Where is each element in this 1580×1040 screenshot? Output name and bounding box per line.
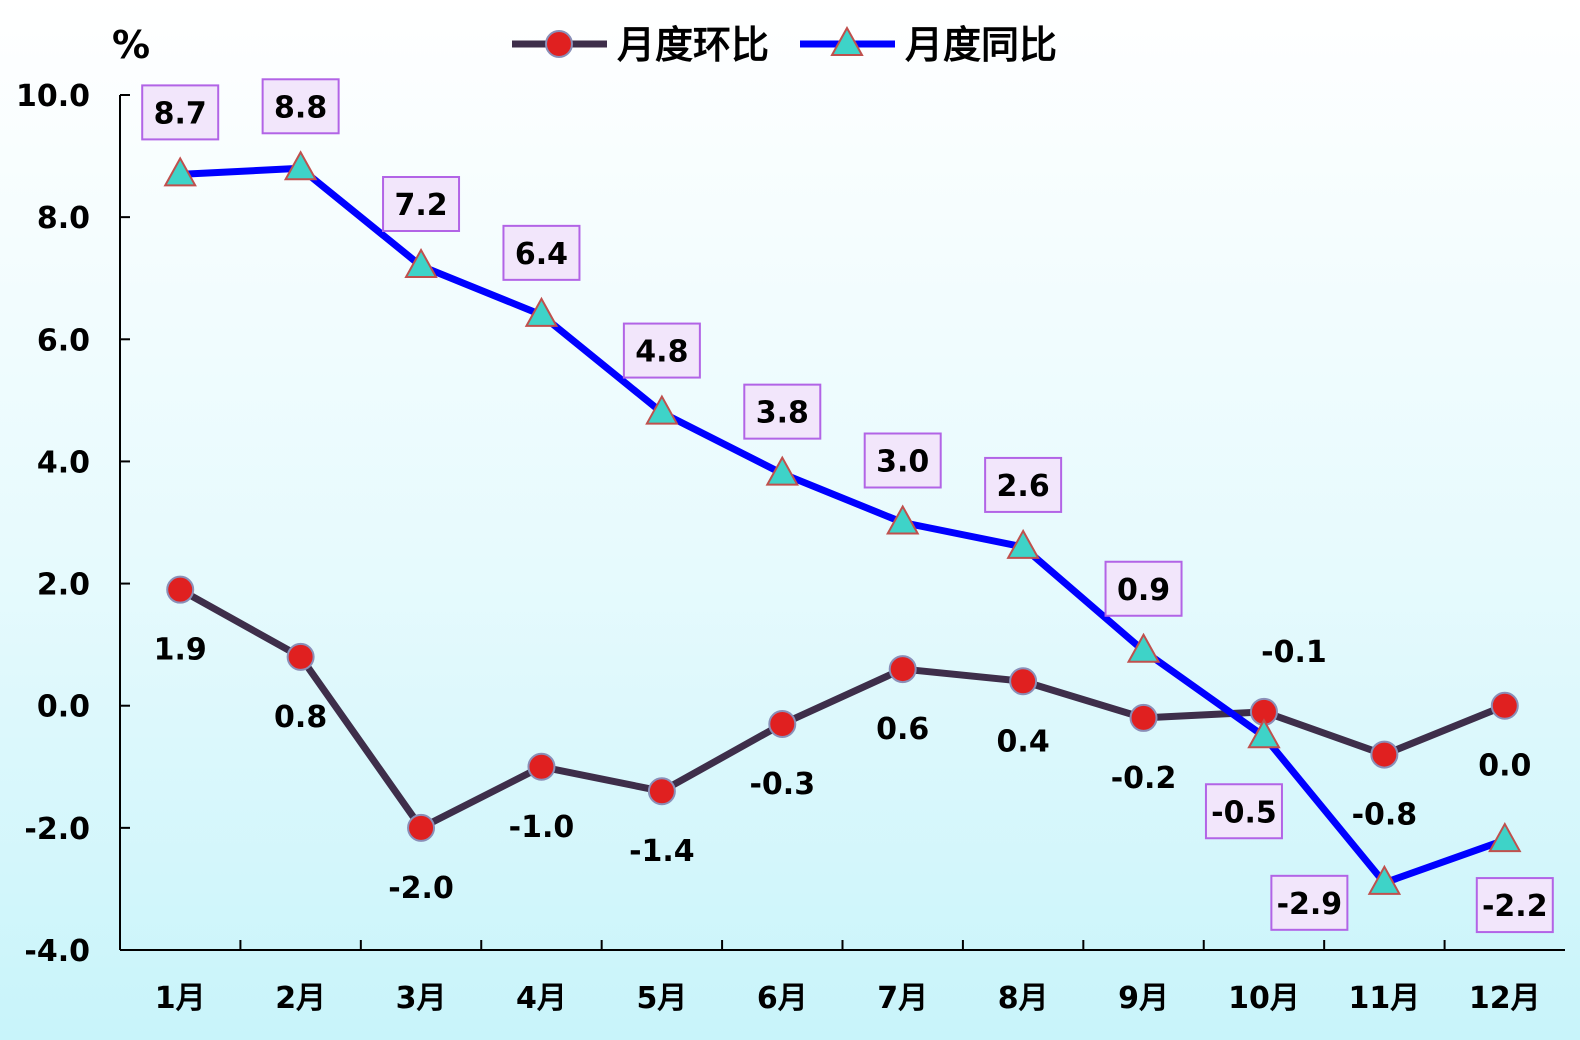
data-label: 0.0 [1478,749,1531,784]
data-label-box [382,176,461,232]
data-label-box [743,383,822,440]
x-tick-label: 5月 [636,981,687,1016]
data-label-box [622,322,701,379]
x-tick-label: 11月 [1349,981,1421,1016]
data-point [404,247,438,278]
x-tick-label: 12月 [1469,981,1541,1016]
data-label: 2.6 [997,469,1050,504]
data-labels: 1.9 0.8 -2.0 -1.0 -1.4 -0.3 0.6 0.4 -0.2 -0.1 -0.8… [141,78,1554,934]
data-point [1247,718,1281,749]
data-label: 1.9 [154,633,207,668]
series-line-0 [178,586,1507,832]
data-point [830,25,864,56]
series-lines [178,164,1507,887]
y-tick-label: 8.0 [37,201,90,236]
data-point [524,296,559,327]
data-label: 3.0 [876,445,929,480]
data-point [163,156,197,187]
data-point [886,504,920,535]
y-tick-label: -4.0 [24,934,90,969]
legend: 月度环比 月度同比 [512,23,1057,67]
data-point [166,575,195,604]
data-point [1009,667,1038,696]
data-point [407,813,436,842]
data-point [1490,691,1519,720]
data-label-box [502,224,581,281]
y-tick-label: -2.0 [24,812,90,847]
data-point [888,655,917,684]
legend-label: 月度同比 [905,23,1057,67]
data-label: 0.8 [274,700,327,735]
y-axis-unit: % [112,23,150,67]
data-point [647,777,676,806]
series-line-1 [180,164,1506,887]
x-tick-label: 2月 [275,981,326,1016]
data-point [645,394,679,425]
data-label: 4.8 [635,335,688,370]
data-label: -1.0 [509,810,575,845]
data-label: -1.4 [629,834,695,869]
legend-label: 月度环比 [617,23,769,67]
data-label: 8.7 [154,96,207,131]
data-point [1370,740,1399,769]
data-label: -2.2 [1482,889,1548,924]
data-label-box [1204,783,1283,840]
data-label: 3.8 [756,396,809,431]
x-tick-label: 10月 [1228,981,1300,1016]
data-label: 0.4 [997,724,1050,759]
data-label-box [1475,877,1554,934]
data-label-box [984,456,1063,513]
data-point [283,150,318,181]
x-tick-label: 9月 [1118,981,1169,1016]
data-label: 0.9 [1117,573,1170,608]
data-label: -0.3 [749,767,815,802]
data-point [768,710,797,739]
data-point [1129,703,1158,732]
data-label: 7.2 [394,188,447,223]
x-tick-label: 3月 [396,981,447,1016]
data-label: 8.8 [274,90,327,125]
data-point [1488,822,1522,853]
data-label-box [863,432,942,489]
data-point [1367,864,1402,895]
data-label-box [261,78,340,135]
y-tick-label: 4.0 [37,445,90,480]
x-tick-label: 4月 [516,981,567,1016]
data-label: 0.6 [876,712,929,747]
data-label-box [1270,874,1349,931]
data-point [765,455,799,486]
y-tick-label: 10.0 [16,79,90,114]
x-tick-label: 7月 [877,981,928,1016]
y-tick-label: 0.0 [37,690,90,725]
data-point [286,642,315,671]
data-label: -2.0 [388,871,454,906]
data-label: -0.8 [1352,798,1418,833]
x-tick-label: 8月 [998,981,1049,1016]
x-tick-label: 1月 [155,981,206,1016]
data-label: -2.9 [1277,887,1343,922]
data-label: -0.2 [1111,761,1177,796]
data-point [1006,528,1040,559]
data-label: -0.1 [1261,635,1327,670]
y-tick-label: 6.0 [37,323,90,358]
y-tick-label: 2.0 [37,568,90,603]
data-label-box [141,84,220,141]
data-label: -0.5 [1211,795,1277,830]
series-markers [163,150,1522,895]
data-label-box [1104,560,1183,617]
x-tick-label: 6月 [757,981,808,1016]
axes: -4.0 -2.0 0.0 2.0 4.0 6.0 8.0 10.0 1月 2月 3月 4月 5月 6月 7… [16,79,1565,1016]
data-point [1126,632,1161,663]
data-point [527,752,556,781]
data-label: 6.4 [515,237,568,272]
data-point [545,30,573,58]
